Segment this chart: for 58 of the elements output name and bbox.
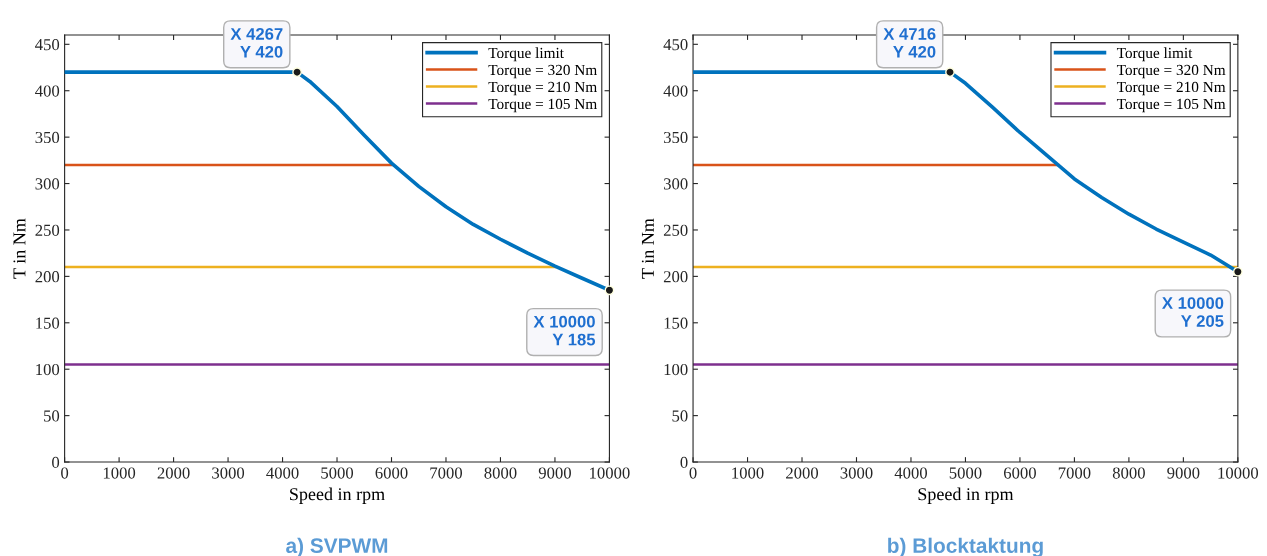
y-tick-label: 250	[663, 224, 688, 236]
annotation: X 4267 Y 420	[230, 28, 283, 58]
x-tick-label: 1000	[103, 467, 136, 479]
x-tick-label: 0	[689, 467, 697, 479]
x-tick-label: 7000	[1058, 467, 1091, 479]
y-tick-label: 350	[35, 131, 60, 144]
y-axis-title: T in Nm	[13, 218, 26, 279]
y-tick-label: 350	[663, 131, 688, 144]
y-tick-label: 150	[664, 317, 688, 329]
legend-label: Torque = 210 Nm	[488, 81, 597, 96]
y-tick-label: 400	[35, 85, 60, 97]
x-tick-label: 4000	[266, 467, 299, 479]
x-axis-title: Speed in rpm	[918, 487, 1014, 504]
x-tick-label: 6000	[375, 467, 408, 479]
annotation: X 10000 Y 205	[1162, 297, 1224, 327]
annotation: X 10000 Y 185	[533, 315, 596, 346]
y-tick-label: 200	[35, 271, 60, 283]
x-tick-label: 6000	[1003, 467, 1036, 479]
legend-label: Torque = 320 Nm	[488, 64, 597, 79]
x-tick-label: 2000	[786, 467, 819, 479]
x-tick-label: 8000	[484, 467, 517, 479]
legend-label: Torque = 210 Nm	[1116, 81, 1226, 96]
y-tick-label: 450	[35, 39, 60, 51]
x-tick-label: 10000	[1218, 467, 1259, 479]
x-tick-label: 10000	[590, 467, 630, 479]
y-tick-label: 0	[680, 456, 688, 468]
y-tick-label: 150	[36, 317, 60, 329]
y-tick-label: 400	[663, 85, 688, 97]
y-tick-label: 100	[36, 363, 60, 376]
legend-label: Torque limit	[1116, 47, 1193, 62]
y-tick-label: 200	[663, 271, 688, 283]
y-tick-label: 300	[35, 178, 60, 190]
y-axis-title: T in Nm	[641, 218, 654, 279]
x-tick-label: 8000	[1112, 467, 1145, 479]
x-tick-label: 3000	[212, 467, 245, 479]
legend-label: Torque = 105 Nm	[1116, 98, 1226, 113]
y-tick-label: 50	[44, 410, 60, 422]
annotation: X 4716 Y 420	[883, 28, 936, 58]
x-tick-label: 3000	[840, 467, 873, 479]
y-tick-label: 250	[35, 224, 60, 236]
x-tick-label: 1000	[732, 467, 764, 479]
x-tick-label: 5000	[321, 467, 354, 479]
x-tick-label: 2000	[157, 467, 190, 479]
x-tick-label: 9000	[538, 467, 571, 479]
x-tick-label: 0	[61, 467, 69, 479]
x-tick-label: 7000	[430, 467, 463, 479]
legend-label: Torque = 320 Nm	[1116, 64, 1226, 79]
x-axis-title: Speed in rpm	[290, 487, 385, 504]
y-tick-label: 300	[663, 178, 688, 190]
y-tick-label: 0	[52, 456, 60, 468]
legend-label: Torque limit	[488, 47, 564, 62]
legend-label: Torque = 105 Nm	[488, 98, 597, 113]
y-tick-label: 100	[664, 363, 688, 376]
x-tick-label: 4000	[894, 467, 927, 479]
x-tick-label: 9000	[1167, 467, 1200, 479]
y-tick-label: 450	[663, 39, 688, 51]
y-tick-label: 50	[672, 410, 688, 422]
x-tick-label: 5000	[949, 467, 982, 479]
